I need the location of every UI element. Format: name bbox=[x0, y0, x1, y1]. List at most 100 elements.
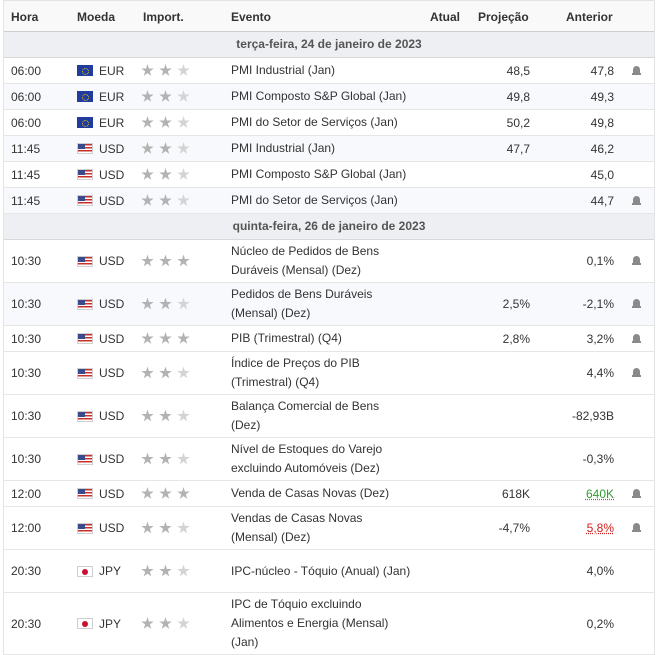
event-name[interactable]: PMI Industrial (Jan) bbox=[231, 63, 336, 77]
table-row[interactable]: 10:30 USD Balança Comercial de Bens (Dez… bbox=[4, 395, 654, 438]
table-row[interactable]: 10:30 USD Núcleo de Pedidos de Bens Durá… bbox=[4, 240, 654, 283]
event-name[interactable]: PMI Composto S&P Global (Jan) bbox=[231, 89, 407, 103]
table-row[interactable]: 11:45 USD PMI Industrial (Jan) 47,7 46,2 bbox=[4, 136, 654, 162]
star-icon bbox=[177, 297, 190, 310]
row-time: 11:45 bbox=[11, 193, 41, 208]
star-icon bbox=[177, 452, 190, 465]
previous-value[interactable]: 640K bbox=[585, 486, 614, 501]
star-icon bbox=[159, 521, 172, 534]
row-currency: USD bbox=[77, 481, 124, 506]
header-moeda[interactable]: Moeda bbox=[77, 10, 116, 24]
table-row[interactable]: 10:30 USD Nível de Estoques do Varejo ex… bbox=[4, 438, 654, 481]
row-currency: JPY bbox=[77, 550, 121, 592]
star-icon bbox=[177, 617, 190, 629]
importance-stars bbox=[141, 240, 190, 282]
currency-code: USD bbox=[99, 452, 125, 466]
forecast-value: -4,7% bbox=[498, 521, 530, 535]
star-icon bbox=[177, 366, 190, 379]
importance-stars bbox=[141, 438, 190, 480]
bell-icon[interactable] bbox=[632, 523, 641, 533]
currency-code: USD bbox=[99, 486, 125, 501]
us-flag-icon bbox=[77, 453, 93, 465]
row-time: 12:00 bbox=[11, 486, 42, 501]
previous-value: 47,8 bbox=[590, 63, 614, 78]
bell-icon[interactable] bbox=[632, 195, 641, 206]
event-name[interactable]: Pedidos de Bens Duráveis (Mensal) (Dez) bbox=[231, 287, 373, 320]
header-anterior[interactable]: Anterior bbox=[566, 10, 613, 24]
event-name[interactable]: PMI do Setor de Serviços (Jan) bbox=[231, 193, 398, 207]
bell-icon[interactable] bbox=[632, 299, 641, 309]
row-currency: EUR bbox=[77, 84, 124, 109]
previous-value: 3,2% bbox=[586, 331, 614, 346]
event-name[interactable]: PIB (Trimestral) (Q4) bbox=[231, 331, 342, 345]
event-name[interactable]: PMI do Setor de Serviços (Jan) bbox=[231, 115, 398, 129]
star-icon bbox=[177, 64, 190, 76]
table-row[interactable]: 06:00 EUR PMI Composto S&P Global (Jan) … bbox=[4, 84, 654, 110]
event-name[interactable]: IPC-núcleo - Tóquio (Anual) (Jan) bbox=[231, 563, 411, 578]
us-flag-icon bbox=[77, 522, 93, 534]
table-row[interactable]: 06:00 EUR PMI Industrial (Jan) 48,5 47,8 bbox=[4, 58, 654, 84]
table-row[interactable]: 10:30 USD Pedidos de Bens Duráveis (Mens… bbox=[4, 283, 654, 326]
table-row[interactable]: 12:00 USD Vendas de Casas Novas (Mensal)… bbox=[4, 507, 654, 550]
table-row[interactable]: 20:30 JPY IPC-núcleo - Tóquio (Anual) (J… bbox=[4, 550, 654, 593]
previous-value: 4,0% bbox=[586, 564, 614, 578]
star-icon bbox=[159, 116, 172, 128]
us-flag-icon bbox=[77, 195, 93, 206]
star-icon bbox=[141, 332, 154, 344]
table-row[interactable]: 10:30 USD Índice de Preços do PIB (Trime… bbox=[4, 352, 654, 395]
event-name[interactable]: Balança Comercial de Bens (Dez) bbox=[231, 399, 380, 432]
table-row[interactable]: 11:45 USD PMI Composto S&P Global (Jan) … bbox=[4, 162, 654, 188]
row-currency: USD bbox=[77, 438, 124, 480]
us-flag-icon bbox=[77, 143, 93, 154]
importance-stars bbox=[141, 162, 190, 187]
star-icon bbox=[141, 254, 154, 267]
header-hora[interactable]: Hora bbox=[11, 10, 39, 24]
star-icon bbox=[177, 409, 190, 422]
currency-code: USD bbox=[99, 141, 125, 156]
header-projecao[interactable]: Projeção bbox=[478, 10, 529, 24]
event-name[interactable]: Vendas de Casas Novas (Mensal) (Dez) bbox=[231, 511, 363, 544]
bell-icon[interactable] bbox=[632, 368, 641, 378]
star-icon bbox=[141, 617, 154, 629]
event-name[interactable]: IPC de Tóquio excluindo Alimentos e Ener… bbox=[231, 597, 389, 649]
table-row[interactable]: 10:30 USD PIB (Trimestral) (Q4) 2,8% 3,2… bbox=[4, 326, 654, 352]
economic-calendar-table: Hora Moeda Import. Evento Atual Projeção… bbox=[3, 0, 655, 655]
importance-stars bbox=[141, 136, 190, 161]
table-row[interactable]: 11:45 USD PMI do Setor de Serviços (Jan)… bbox=[4, 188, 654, 214]
bell-icon[interactable] bbox=[632, 488, 641, 499]
us-flag-icon bbox=[77, 488, 93, 499]
event-name[interactable]: Núcleo de Pedidos de Bens Duráveis (Mens… bbox=[231, 244, 380, 277]
header-atual[interactable]: Atual bbox=[430, 10, 460, 24]
event-name[interactable]: Índice de Preços do PIB (Trimestral) (Q4… bbox=[231, 356, 360, 389]
bell-icon[interactable] bbox=[632, 65, 641, 76]
us-flag-icon bbox=[77, 333, 93, 344]
row-currency: USD bbox=[77, 136, 124, 161]
header-evento[interactable]: Evento bbox=[231, 10, 272, 24]
star-icon bbox=[159, 254, 172, 267]
header-importancia[interactable]: Import. bbox=[143, 10, 184, 24]
event-name[interactable]: Venda de Casas Novas (Dez) bbox=[231, 486, 390, 500]
previous-value: -82,93B bbox=[571, 409, 614, 423]
star-icon bbox=[141, 521, 154, 534]
row-currency: USD bbox=[77, 283, 124, 325]
table-row[interactable]: 20:30 JPY IPC de Tóquio excluindo Alimen… bbox=[4, 593, 654, 655]
table-row[interactable]: 06:00 EUR PMI do Setor de Serviços (Jan)… bbox=[4, 110, 654, 136]
importance-stars bbox=[141, 550, 190, 592]
star-icon bbox=[159, 297, 172, 310]
bell-icon[interactable] bbox=[632, 256, 641, 266]
date-separator: terça-feira, 24 de janeiro de 2023 bbox=[4, 32, 654, 58]
row-currency: USD bbox=[77, 162, 124, 187]
event-name[interactable]: PMI Industrial (Jan) bbox=[231, 141, 336, 155]
star-icon bbox=[177, 564, 190, 577]
row-time: 12:00 bbox=[11, 521, 42, 535]
star-icon bbox=[177, 332, 190, 344]
row-time: 20:30 bbox=[11, 616, 42, 631]
previous-value[interactable]: 5,8% bbox=[586, 521, 614, 535]
bell-icon[interactable] bbox=[632, 333, 641, 344]
currency-code: JPY bbox=[99, 616, 122, 631]
event-name[interactable]: PMI Composto S&P Global (Jan) bbox=[231, 167, 407, 181]
table-row[interactable]: 12:00 USD Venda de Casas Novas (Dez) 618… bbox=[4, 481, 654, 507]
eu-flag-icon bbox=[77, 117, 93, 128]
event-name[interactable]: Nível de Estoques do Varejo excluindo Au… bbox=[231, 442, 383, 475]
star-icon bbox=[141, 168, 154, 180]
